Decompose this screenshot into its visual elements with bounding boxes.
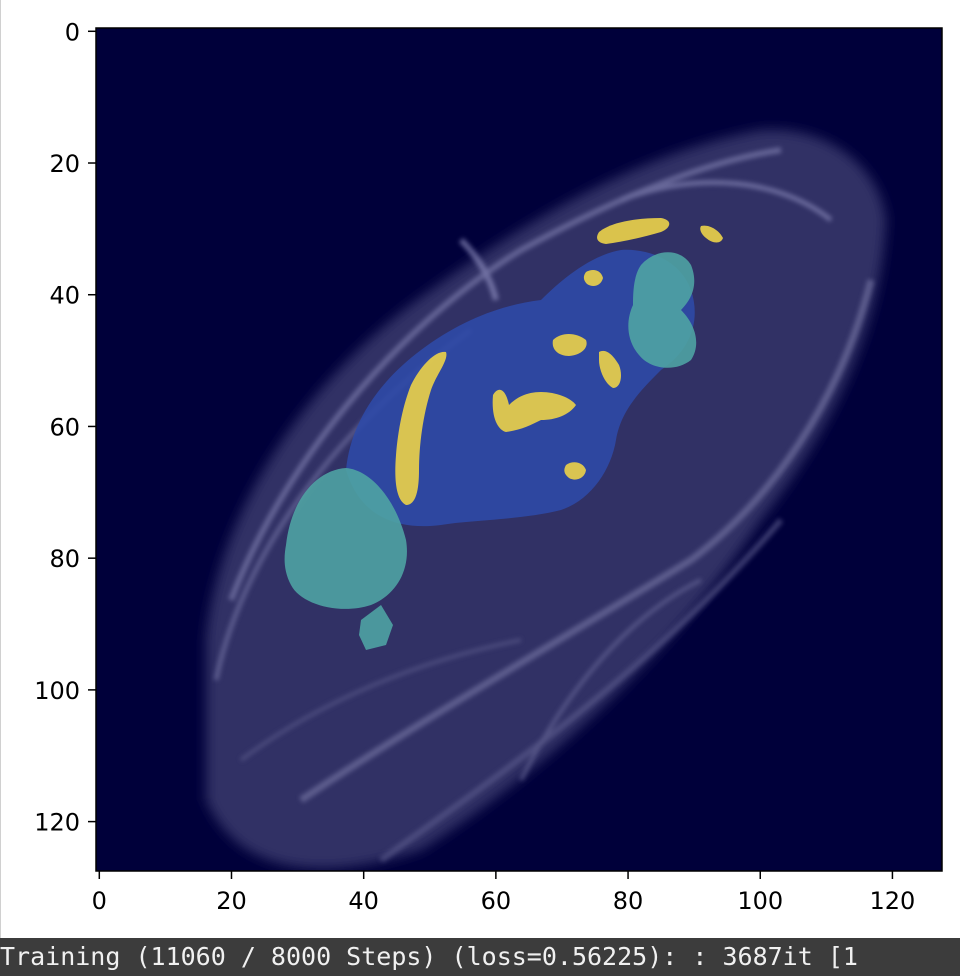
x-tick-label: 60	[481, 887, 512, 915]
y-tick-label: 20	[49, 150, 80, 178]
label-region-yellow-small-1	[583, 270, 603, 286]
image-area	[96, 28, 942, 871]
y-tick-label: 40	[49, 282, 80, 310]
training-progress-bar: Training (11060 / 8000 Steps) (loss=0.56…	[0, 938, 960, 976]
segmentation-figure: 0 20 40 60 80 100 120 0 20 40 60 80 100 120	[34, 18, 943, 915]
y-tick-label: 80	[49, 545, 80, 573]
label-region-yellow-arc	[395, 351, 447, 505]
y-tick-label: 100	[34, 677, 80, 705]
label-region-yellow-top	[597, 218, 670, 244]
x-tick-label: 0	[92, 887, 107, 915]
tissue-texture	[213, 147, 875, 863]
y-axis: 0 20 40 60 80 100 120	[34, 18, 96, 837]
x-tick-label: 120	[870, 887, 916, 915]
y-tick-label: 60	[49, 413, 80, 441]
label-region-teal-upper	[628, 252, 697, 368]
label-region-yellow-top-right	[700, 225, 723, 243]
label-region-yellow-small-3	[599, 350, 621, 388]
label-region-yellow-center	[492, 389, 576, 432]
label-region-teal-large	[284, 468, 407, 609]
axes-frame	[95, 27, 943, 872]
x-tick-label: 40	[348, 887, 379, 915]
x-axis: 0 20 40 60 80 100 120	[92, 871, 916, 915]
x-tick-label: 100	[737, 887, 783, 915]
y-tick-label: 0	[65, 18, 80, 46]
progress-text: Training (11060 / 8000 Steps) (loss=0.56…	[0, 942, 858, 971]
label-region-blue	[346, 249, 695, 527]
y-tick-label: 120	[34, 809, 80, 837]
label-region-teal-tail	[359, 605, 393, 650]
label-region-yellow-small-2	[552, 334, 587, 356]
notebook-output-cell: 0 20 40 60 80 100 120 0 20 40 60 80 100 120	[0, 0, 943, 938]
label-region-yellow-small-4	[564, 462, 586, 480]
x-tick-label: 80	[613, 887, 644, 915]
x-tick-label: 20	[216, 887, 247, 915]
